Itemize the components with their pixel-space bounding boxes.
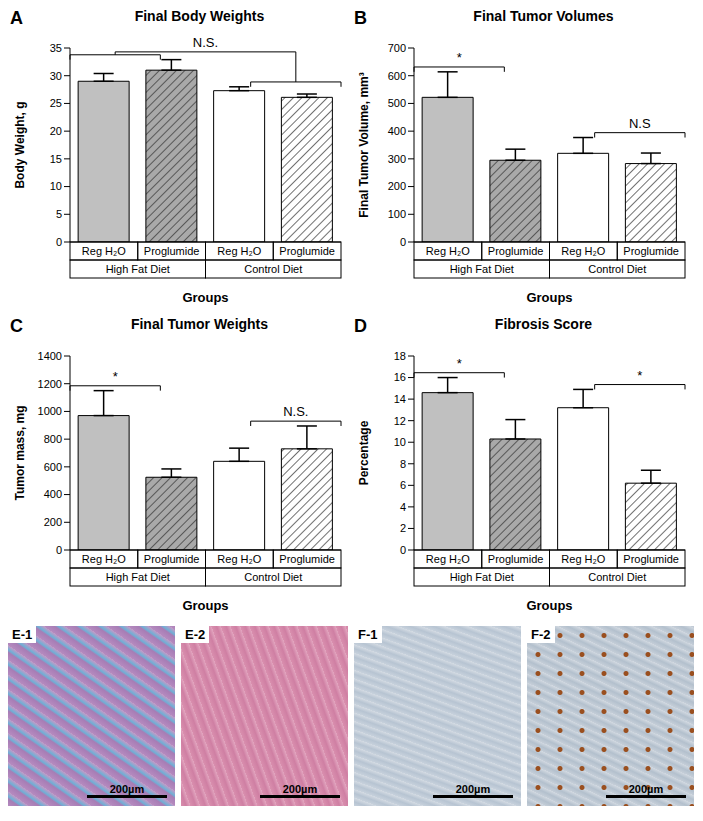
svg-text:Proglumide: Proglumide (279, 245, 335, 257)
svg-text:35: 35 (50, 42, 62, 54)
svg-text:0: 0 (56, 236, 62, 248)
html-text:F-2: F-2 (531, 627, 551, 642)
svg-text:N.S: N.S (629, 116, 651, 131)
svg-text:*: * (457, 50, 462, 65)
svg-text:*: * (113, 369, 118, 384)
svg-text:300: 300 (388, 153, 406, 165)
svg-text:400: 400 (388, 125, 406, 137)
svg-text:10: 10 (50, 180, 62, 192)
svg-text:Groups: Groups (526, 290, 572, 305)
html-text:B: B (354, 8, 367, 28)
svg-text:High Fat Diet: High Fat Diet (450, 571, 514, 583)
svg-text:1200: 1200 (38, 378, 62, 390)
svg-text:Reg H₂O: Reg H₂O (561, 245, 605, 257)
html-text:Fibrosis Score: Fibrosis Score (494, 316, 593, 332)
svg-text:Reg H₂O: Reg H₂O (82, 553, 126, 565)
svg-text:700: 700 (388, 42, 406, 54)
html-text:200µm: 200µm (109, 783, 145, 795)
svg-text:500: 500 (388, 97, 406, 109)
svg-text:High Fat Diet: High Fat Diet (450, 263, 514, 275)
html-text:Final Tumor Weights: Final Tumor Weights (130, 316, 269, 332)
svg-text:6: 6 (400, 479, 406, 491)
html-text:200µm: 200µm (282, 783, 318, 795)
svg-text:Proglumide: Proglumide (144, 245, 200, 257)
svg-text:High Fat Diet: High Fat Diet (106, 571, 170, 583)
svg-text:Reg H₂O: Reg H₂O (217, 553, 261, 565)
svg-text:10: 10 (394, 436, 406, 448)
svg-text:Reg H₂O: Reg H₂O (217, 245, 261, 257)
html-text:E-2: E-2 (185, 627, 206, 642)
svg-text:Percentage: Percentage (357, 420, 371, 485)
svg-text:200: 200 (44, 516, 62, 528)
svg-text:Control Diet: Control Diet (244, 571, 302, 583)
svg-text:0: 0 (56, 544, 62, 556)
svg-text:14: 14 (394, 393, 406, 405)
svg-text:0: 0 (400, 544, 406, 556)
html-text:D: D (354, 316, 367, 336)
svg-text:100: 100 (388, 208, 406, 220)
svg-text:Reg H₂O: Reg H₂O (82, 245, 126, 257)
svg-text:15: 15 (50, 153, 62, 165)
svg-text:Groups: Groups (526, 598, 572, 613)
svg-text:1000: 1000 (38, 405, 62, 417)
svg-text:Proglumide: Proglumide (488, 553, 544, 565)
svg-text:*: * (457, 356, 462, 371)
svg-text:Proglumide: Proglumide (144, 553, 200, 565)
svg-text:Reg H₂O: Reg H₂O (426, 245, 470, 257)
svg-text:8: 8 (400, 458, 406, 470)
svg-text:Control Diet: Control Diet (588, 263, 646, 275)
html-text:Final Tumor Volumes: Final Tumor Volumes (473, 8, 614, 24)
svg-text:800: 800 (44, 433, 62, 445)
svg-text:18: 18 (394, 350, 406, 362)
html-text:Final Body Weights: Final Body Weights (134, 8, 265, 24)
svg-text:Proglumide: Proglumide (623, 245, 679, 257)
svg-text:0: 0 (400, 236, 406, 248)
svg-text:4: 4 (400, 501, 406, 513)
html-text:200µm: 200µm (455, 783, 491, 795)
svg-text:Proglumide: Proglumide (623, 553, 679, 565)
svg-text:Control Diet: Control Diet (244, 263, 302, 275)
svg-text:Final Tumor Volume, mm³: Final Tumor Volume, mm³ (357, 72, 371, 218)
html-text:C: C (10, 316, 23, 336)
svg-text:Control Diet: Control Diet (588, 571, 646, 583)
html-text:E-1: E-1 (12, 627, 33, 642)
svg-text:Body Weight, g: Body Weight, g (13, 101, 27, 188)
svg-text:Reg H₂O: Reg H₂O (561, 553, 605, 565)
html-text:200µm: 200µm (628, 783, 664, 795)
svg-text:25: 25 (50, 97, 62, 109)
svg-text:20: 20 (50, 125, 62, 137)
svg-text:16: 16 (394, 371, 406, 383)
svg-text:Tumor mass, mg: Tumor mass, mg (13, 405, 27, 500)
svg-text:600: 600 (44, 461, 62, 473)
svg-text:Groups: Groups (182, 598, 228, 613)
svg-text:Reg H₂O: Reg H₂O (426, 553, 470, 565)
svg-text:N.S.: N.S. (193, 35, 218, 50)
svg-text:High Fat Diet: High Fat Diet (106, 263, 170, 275)
svg-text:600: 600 (388, 70, 406, 82)
svg-text:30: 30 (50, 70, 62, 82)
html-text:F-1: F-1 (358, 627, 378, 642)
html-text:A: A (10, 8, 23, 28)
svg-text:5: 5 (56, 208, 62, 220)
svg-text:400: 400 (44, 488, 62, 500)
svg-text:200: 200 (388, 180, 406, 192)
svg-text:1400: 1400 (38, 350, 62, 362)
svg-text:Proglumide: Proglumide (279, 553, 335, 565)
svg-text:12: 12 (394, 415, 406, 427)
svg-text:2: 2 (400, 522, 406, 534)
svg-text:Groups: Groups (182, 290, 228, 305)
svg-text:Proglumide: Proglumide (488, 245, 544, 257)
svg-text:N.S.: N.S. (283, 404, 308, 419)
svg-text:*: * (637, 368, 642, 383)
